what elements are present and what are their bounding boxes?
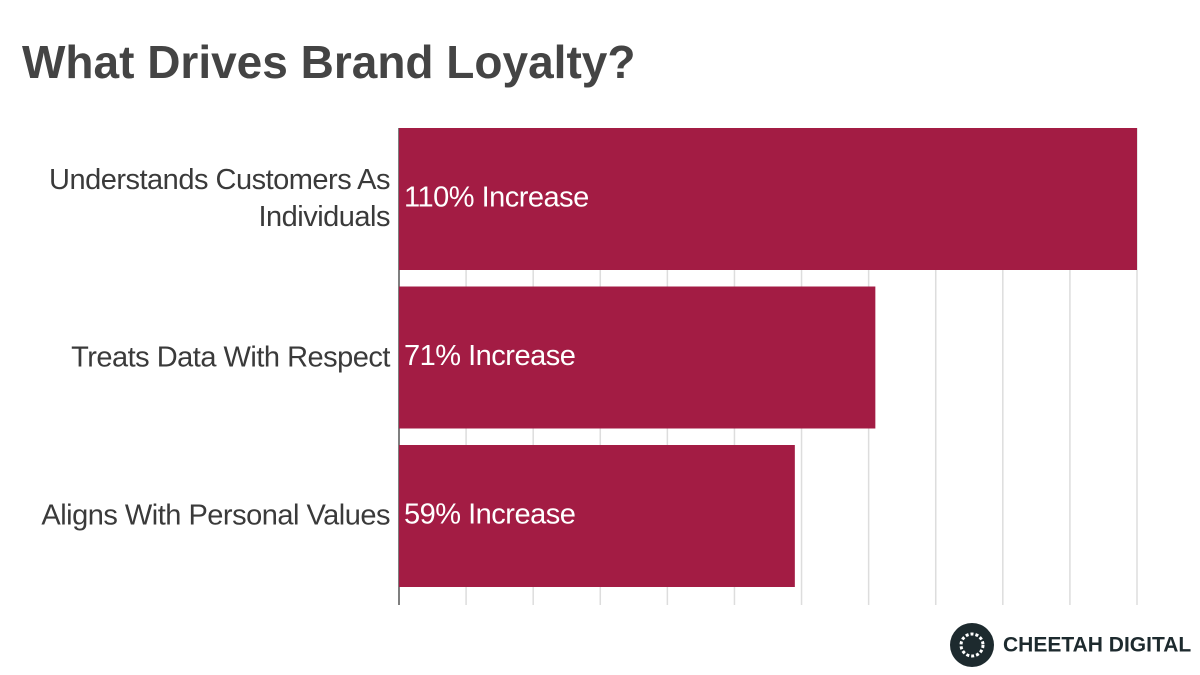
logo-ring bbox=[959, 632, 985, 658]
value-label: 110% Increase bbox=[404, 182, 589, 214]
category-label: Treats Data With Respect bbox=[71, 341, 390, 374]
bar bbox=[399, 128, 1137, 270]
bar bbox=[399, 286, 876, 429]
brand-name: CHEETAH DIGITAL bbox=[1003, 634, 1191, 657]
bar bbox=[399, 445, 795, 587]
brand-logo: CHEETAH DIGITAL bbox=[950, 623, 1191, 667]
value-label: 59% Increase bbox=[404, 499, 575, 531]
logo-mark bbox=[950, 623, 994, 667]
category-label: Aligns With Personal Values bbox=[41, 499, 390, 532]
category-label: Understands Customers As Individuals bbox=[49, 164, 390, 233]
value-label: 71% Increase bbox=[404, 340, 575, 372]
chart-title: What Drives Brand Loyalty? bbox=[22, 36, 635, 88]
